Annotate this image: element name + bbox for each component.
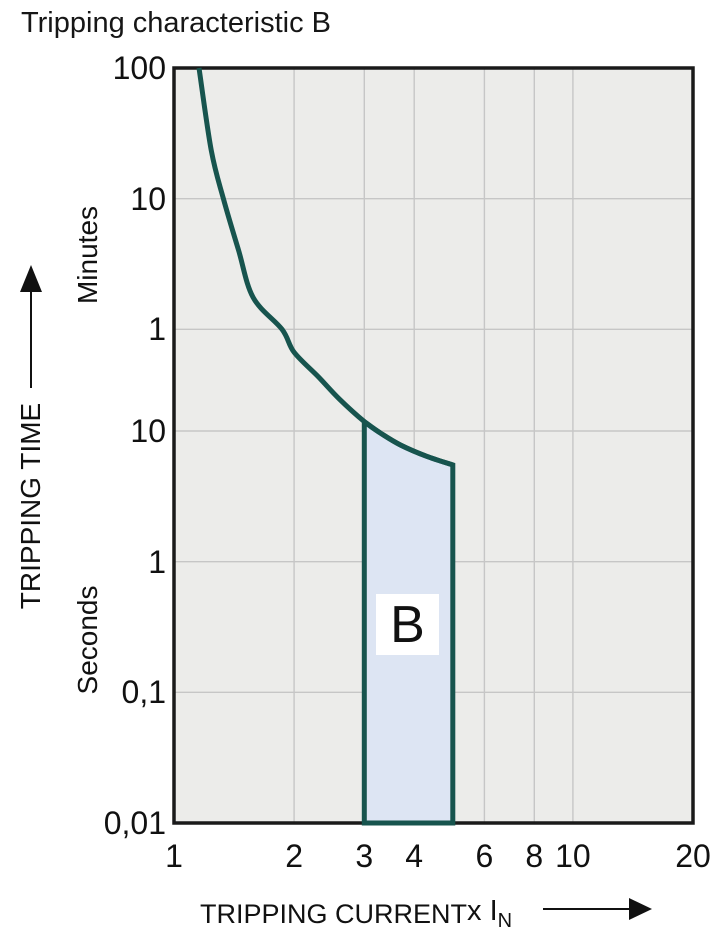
x-tick-label: 6 (475, 838, 494, 874)
y-tick-label: 1 (148, 311, 166, 348)
y-axis-title: TRIPPING TIME (15, 402, 46, 610)
y-tick-label: 0,01 (103, 805, 166, 841)
y-tick-label: 0,1 (121, 674, 166, 711)
y-tick-label: 10 (130, 180, 166, 217)
y-axis-unit-seconds: Seconds (72, 585, 103, 695)
x-tick-label: 3 (355, 838, 374, 874)
x-axis-title: TRIPPING CURRENT (200, 899, 468, 929)
x-tick-label: 4 (405, 838, 424, 874)
x-axis-right-arrow-icon (543, 898, 652, 920)
y-axis-up-arrow-icon (20, 265, 42, 388)
x-tick-label: 2 (285, 838, 303, 874)
x-axis-unit: x IN (467, 895, 512, 933)
y-tick-label: 1 (148, 543, 166, 580)
tripping-curve (196, 67, 454, 468)
x-tick-label: 1 (165, 838, 183, 874)
x-axis-unit-subscript: N (497, 909, 513, 932)
x-axis-unit-symbol: I (489, 895, 498, 927)
x-tick-label: 20 (675, 838, 711, 874)
x-axis-unit-prefix: x (467, 895, 482, 927)
y-tick-label: 10 (130, 413, 166, 449)
page-title: Tripping characteristic B (21, 7, 331, 39)
y-axis-unit-minutes: Minutes (72, 205, 103, 305)
y-tick-label: 100 (112, 50, 166, 86)
x-tick-label: 10 (555, 838, 591, 874)
region-label-b: B (376, 594, 439, 655)
x-tick-label: 8 (525, 838, 544, 874)
